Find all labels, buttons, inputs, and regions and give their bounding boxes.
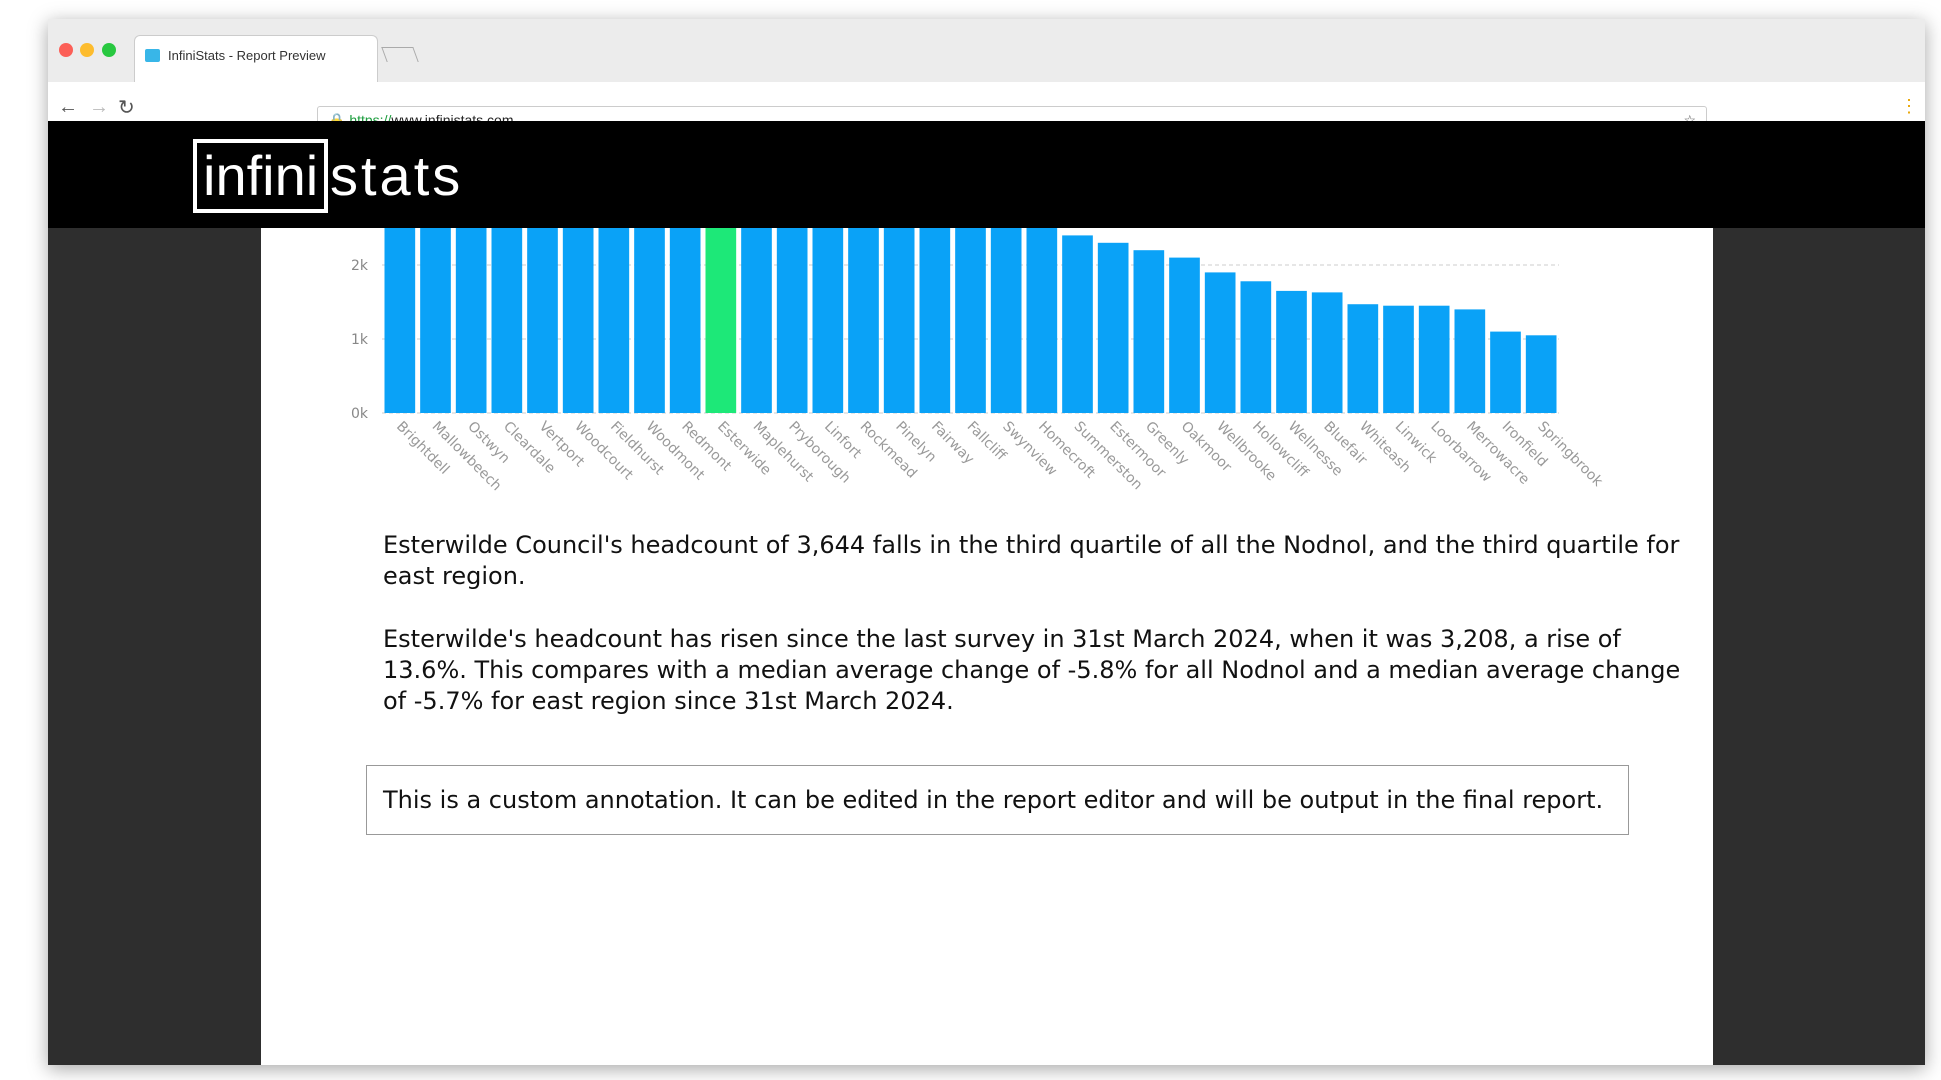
- site-header: infini stats: [48, 121, 1925, 228]
- bar: [384, 228, 416, 413]
- bar: [562, 228, 594, 413]
- menu-button[interactable]: ⋮: [1900, 96, 1918, 116]
- bar: [1204, 272, 1236, 413]
- bar: [420, 228, 451, 413]
- favicon: [145, 49, 160, 62]
- bar: [848, 228, 879, 413]
- bar: [776, 228, 808, 413]
- bar: [883, 228, 915, 413]
- bar: [669, 228, 701, 413]
- close-button[interactable]: [59, 43, 73, 57]
- bar: [1418, 305, 1450, 413]
- logo-text: stats: [330, 144, 464, 207]
- annotation-box[interactable]: This is a custom annotation. It can be e…: [366, 765, 1629, 835]
- bar: [705, 228, 737, 413]
- y-tick-label: 1k: [351, 332, 369, 348]
- back-button[interactable]: ←: [58, 96, 78, 118]
- bar: [1454, 309, 1486, 413]
- bar: [955, 228, 986, 413]
- y-tick-label: 0k: [351, 406, 369, 422]
- minimize-button[interactable]: [80, 43, 94, 57]
- tab[interactable]: InfiniStats - Report Preview: [134, 35, 378, 83]
- bar: [1311, 292, 1343, 413]
- bar: [1383, 305, 1414, 413]
- bar: [1490, 331, 1521, 413]
- tab-bar: InfiniStats - Report Preview: [48, 19, 1925, 83]
- paragraph: Esterwilde's headcount has risen since t…: [383, 625, 1681, 715]
- bar: [634, 228, 665, 414]
- bar: [1097, 242, 1129, 413]
- bar: [1347, 304, 1379, 413]
- bar: [491, 228, 523, 413]
- bar: [1276, 290, 1307, 413]
- bar: [990, 228, 1022, 413]
- bar: [919, 228, 951, 413]
- new-tab-button[interactable]: [381, 47, 419, 62]
- logo-boxed: infini: [193, 139, 329, 213]
- tab-title: InfiniStats - Report Preview: [168, 48, 326, 63]
- bar: [1525, 335, 1557, 413]
- bar: [527, 228, 558, 413]
- paragraph: Esterwilde Council's headcount of 3,644 …: [383, 531, 1680, 590]
- y-tick-label: 2k: [351, 258, 369, 274]
- bar: [598, 228, 630, 414]
- bar: [1169, 257, 1200, 413]
- browser-window: InfiniStats - Report Preview ← → ↻ 🔒 htt…: [48, 19, 1925, 1065]
- bar: [741, 228, 772, 413]
- chart: 0k1k2kBrightdellMallowbeechOstwynClearda…: [351, 228, 1606, 494]
- zoom-button[interactable]: [102, 43, 116, 57]
- bar: [1133, 250, 1165, 413]
- bar: [812, 228, 844, 413]
- bar: [1062, 235, 1093, 413]
- bar: [1240, 281, 1272, 413]
- bar: [1026, 228, 1058, 413]
- reload-button[interactable]: ↻: [118, 97, 135, 119]
- report-page: 0k 1k 2k Brightdell Mallowbeech Ostwyn Clearda…: [261, 228, 1713, 1065]
- forward-button[interactable]: →: [89, 96, 109, 118]
- bar: [455, 228, 487, 413]
